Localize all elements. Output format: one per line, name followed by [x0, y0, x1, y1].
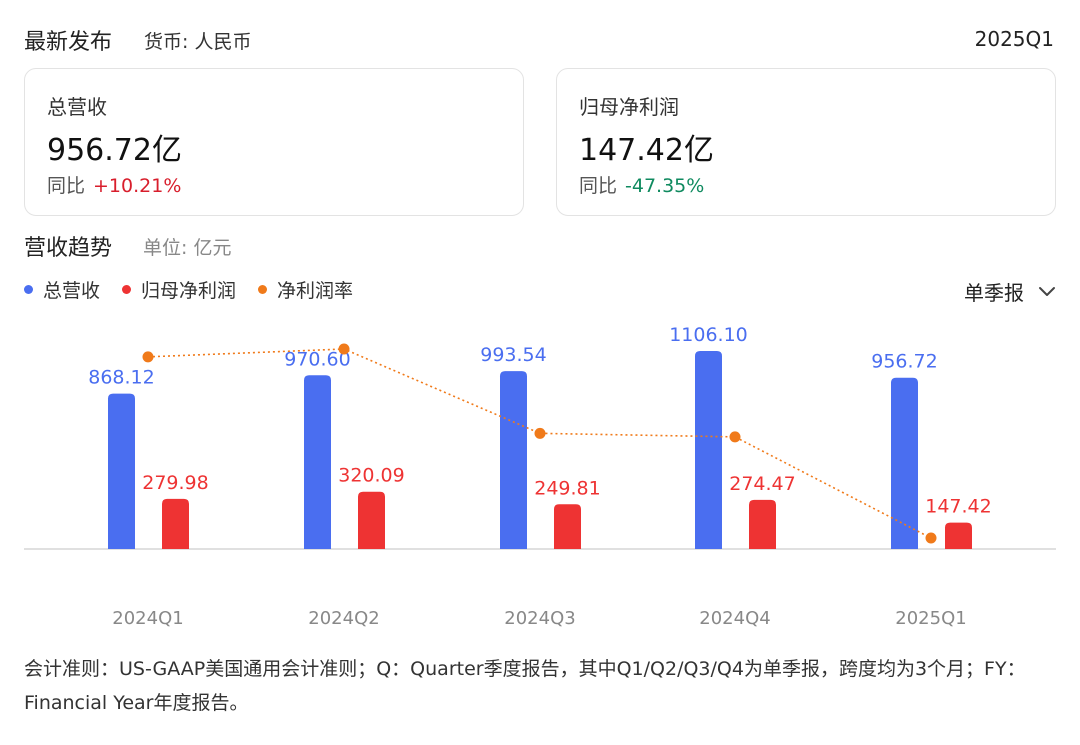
x-tick-label: 2025Q1: [895, 608, 966, 629]
net-margin-point: [534, 427, 546, 439]
net-profit-value: 147.42亿: [579, 133, 714, 168]
bar-net-profit: [945, 522, 972, 549]
bar-revenue: [695, 351, 722, 549]
bar-label-revenue: 956.72: [871, 351, 937, 373]
net-profit-yoy: 同比 -47.35%: [579, 171, 704, 198]
revenue-card: 总营收 956.72亿 同比 +10.21%: [24, 68, 524, 216]
revenue-yoy-label: 同比: [47, 175, 86, 197]
legend-dot-icon: [24, 285, 33, 294]
trend-unit: 单位: 亿元: [143, 237, 232, 259]
period-select-dropdown[interactable]: 单季报: [964, 277, 1056, 306]
net-profit-label: 归母净利润: [579, 95, 679, 119]
bar-net-profit: [358, 491, 385, 549]
bar-label-revenue: 1106.10: [669, 324, 748, 346]
bar-label-revenue: 970.60: [284, 348, 350, 370]
bar-net-profit: [162, 498, 189, 549]
revenue-yoy: 同比 +10.21%: [47, 171, 181, 198]
report-period: 2025Q1: [974, 27, 1054, 51]
legend-label: 净利润率: [277, 280, 354, 302]
revenue-trend-chart: 868.12 279.98 2024Q1 970.60 320.09 2024Q2 993.…: [24, 324, 1056, 629]
net-margin-point: [729, 431, 741, 443]
bar-revenue: [304, 375, 331, 549]
net-profit-card: 归母净利润 147.42亿 同比 -47.35%: [556, 68, 1056, 216]
bar-revenue: [500, 371, 527, 549]
bar-label-revenue: 993.54: [480, 344, 546, 366]
x-tick-label: 2024Q4: [699, 608, 770, 629]
header-title: 最新发布: [24, 30, 113, 55]
bar-revenue: [891, 377, 918, 549]
trend-title: 营收趋势: [24, 236, 113, 261]
net-margin-point: [142, 351, 154, 363]
chevron-down-icon: [1039, 286, 1055, 296]
legend-item-net-profit[interactable]: 归母净利润: [122, 276, 236, 303]
net-profit-yoy-change: -47.35%: [625, 175, 705, 197]
bar-revenue: [108, 393, 135, 549]
legend-label: 归母净利润: [141, 280, 237, 302]
net-margin-point: [925, 532, 937, 544]
bar-label-net-profit: 279.98: [142, 472, 208, 494]
bar-label-net-profit: 320.09: [338, 465, 404, 487]
bar-net-profit: [749, 499, 776, 549]
x-tick-label: 2024Q3: [504, 608, 575, 629]
net-profit-yoy-label: 同比: [579, 175, 618, 197]
net-margin-point: [338, 343, 350, 355]
bar-label-net-profit: 274.47: [729, 473, 795, 495]
bar-label-revenue: 868.12: [88, 367, 154, 389]
chart-legend: 总营收 归母净利润 净利润率: [24, 276, 353, 303]
legend-dot-icon: [258, 285, 268, 294]
legend-dot-icon: [122, 285, 132, 294]
currency-label: 货币: 人民币: [144, 31, 252, 53]
revenue-label: 总营收: [47, 95, 107, 119]
x-tick-label: 2024Q2: [308, 608, 379, 629]
bar-label-net-profit: 249.81: [534, 477, 600, 499]
net-margin-line: [147, 348, 932, 539]
footnote: 会计准则：US-GAAP美国通用会计准则；Q：Quarter季度报告，其中Q1/…: [24, 658, 1026, 714]
bar-net-profit: [554, 504, 581, 549]
legend-item-net-margin[interactable]: 净利润率: [258, 276, 353, 303]
bar-label-net-profit: 147.42: [925, 496, 991, 518]
legend-item-revenue[interactable]: 总营收: [24, 276, 100, 303]
revenue-yoy-change: +10.21%: [93, 175, 182, 197]
revenue-value: 956.72亿: [47, 133, 182, 168]
period-select-label: 单季报: [964, 281, 1024, 305]
x-tick-label: 2024Q1: [112, 608, 183, 629]
legend-label: 总营收: [43, 280, 101, 302]
